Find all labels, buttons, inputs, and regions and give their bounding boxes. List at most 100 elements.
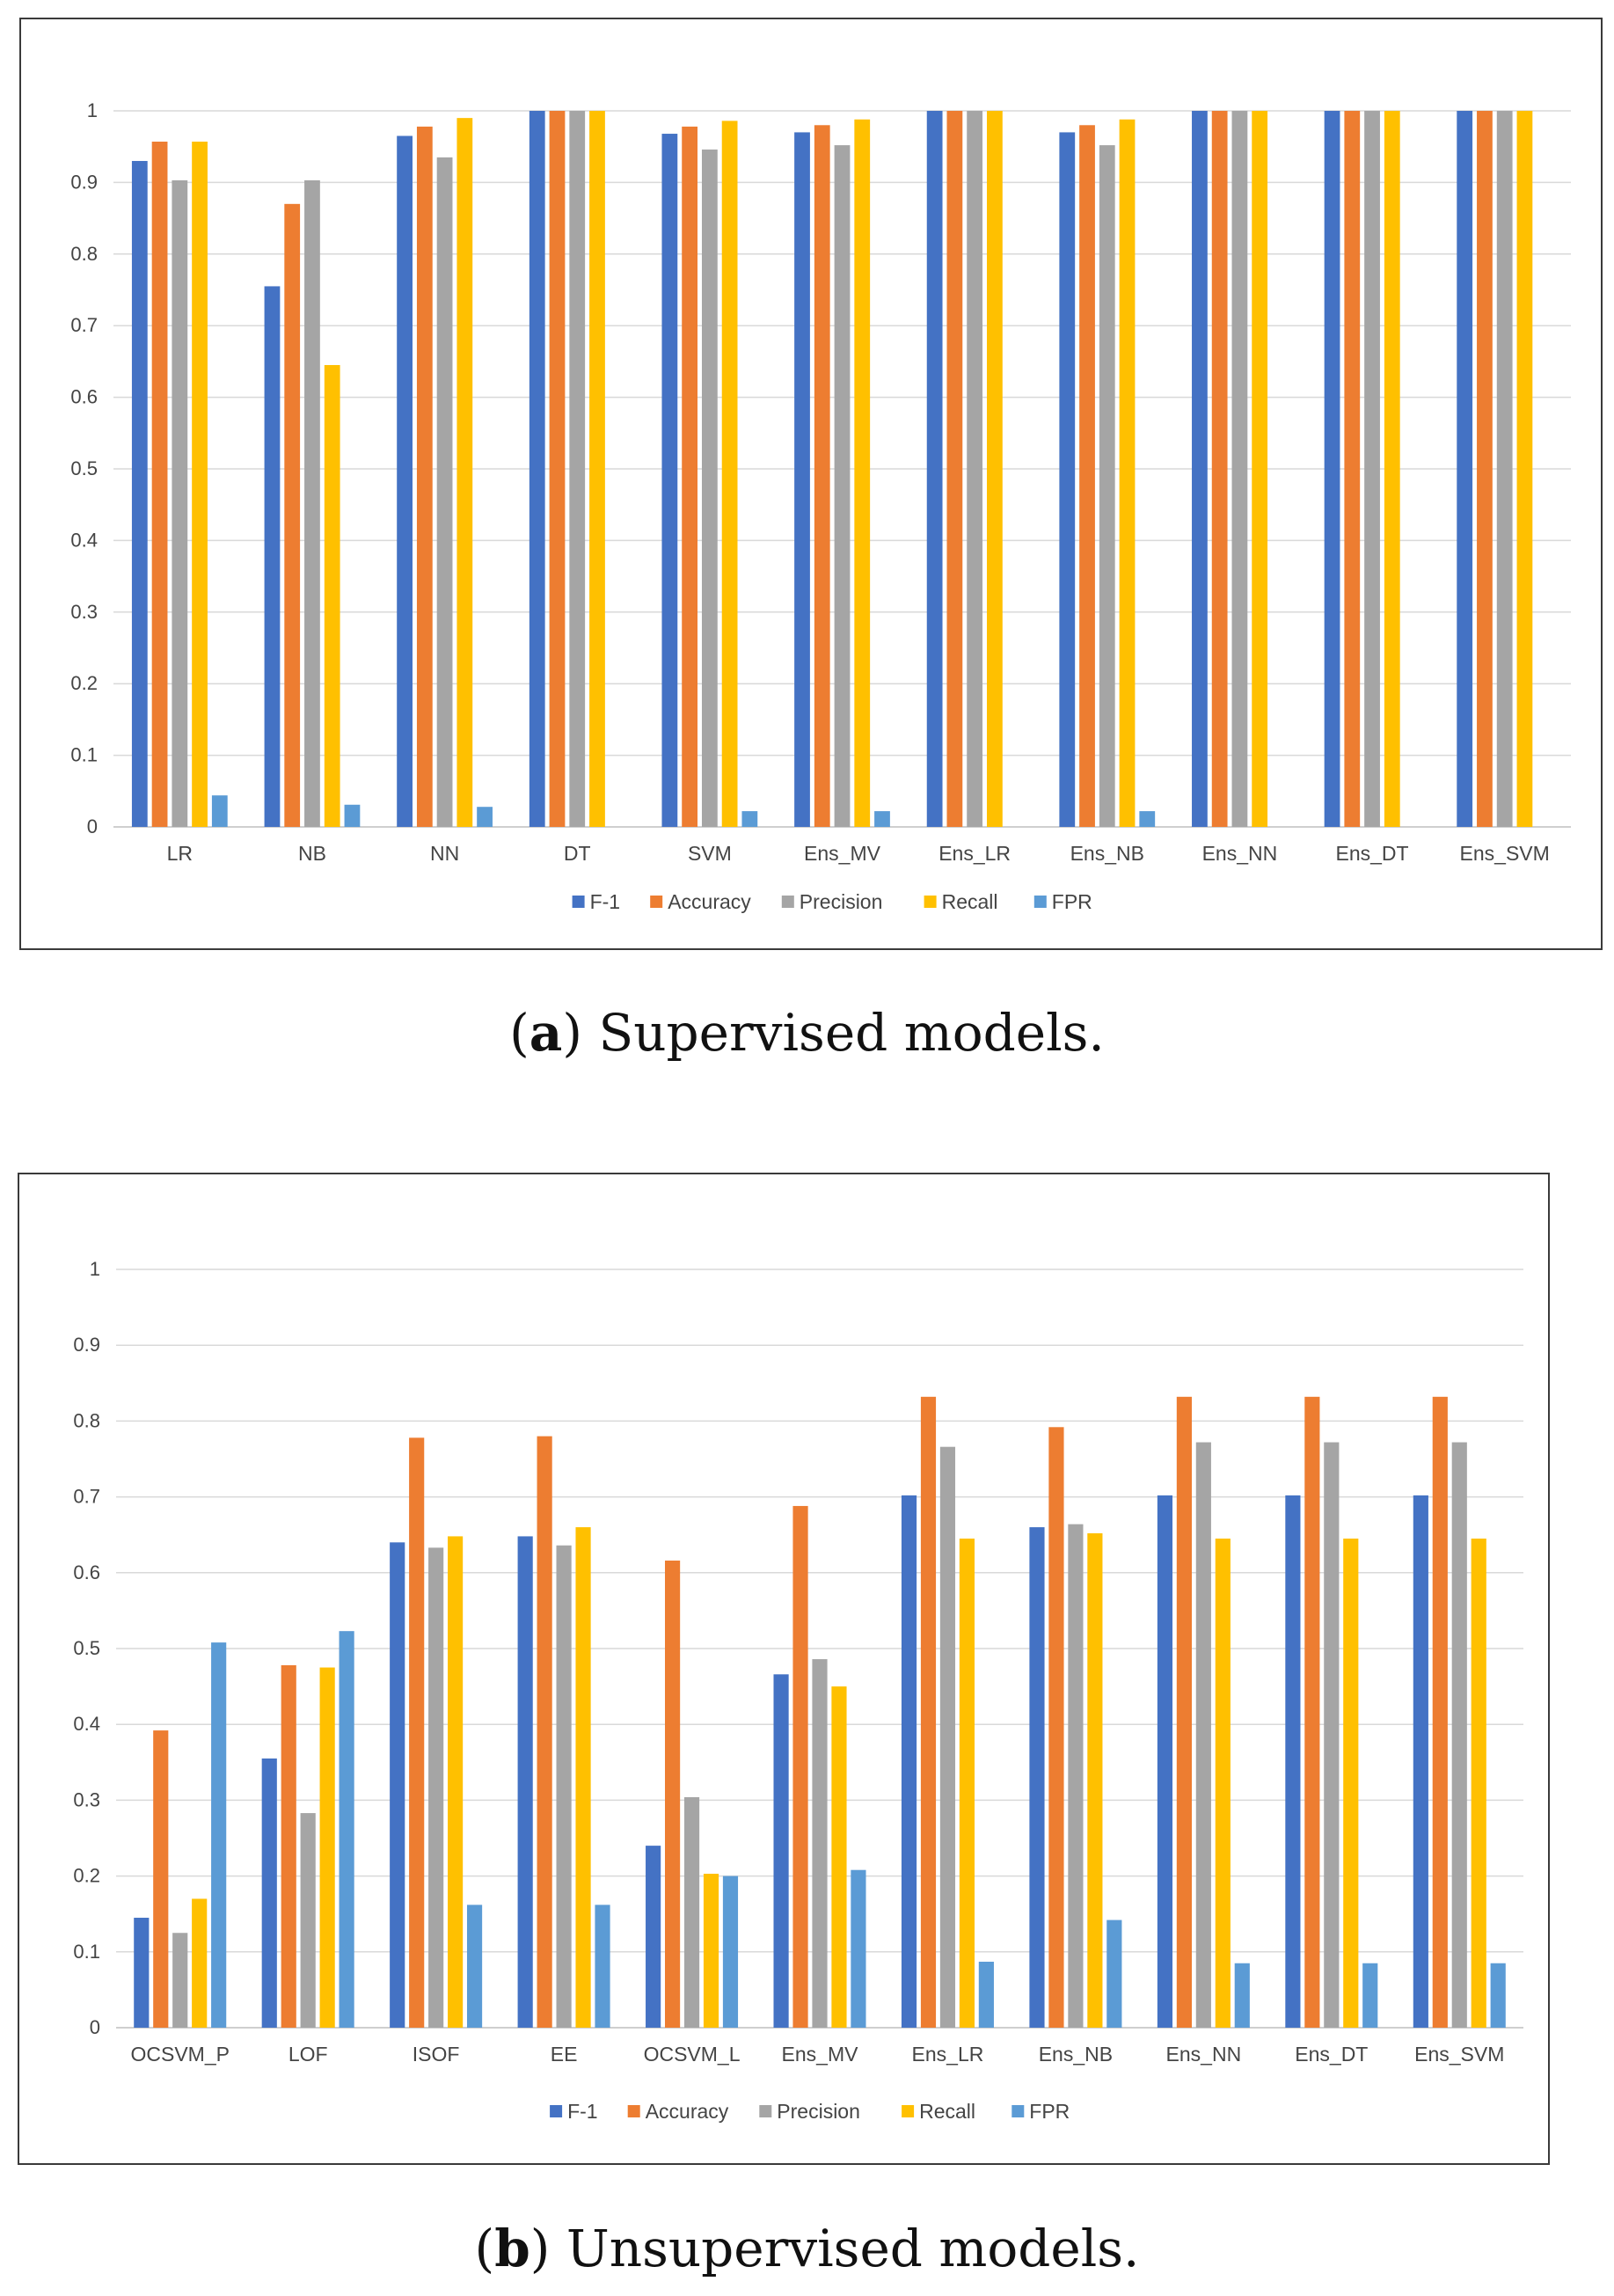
bar-f-1-isof <box>390 1542 405 2028</box>
bar-accuracy-ens-mv <box>814 125 830 827</box>
bar-fpr-isof <box>466 1905 483 2028</box>
bar-precision-ens-dt <box>1324 1442 1340 2028</box>
bar-f-1-lr <box>131 160 148 828</box>
legend-swatch-precision <box>759 2105 772 2117</box>
bar-fpr-ocsvm-l <box>722 1876 739 2028</box>
bar-fpr-ens-mv <box>851 1869 866 2028</box>
bar-f-1-ens-svm <box>1457 111 1473 827</box>
chart-panel-b: 0 0.1 0.2 0.3 0.4 0.5 0.6 0.7 0.8 0.9 1 OCSVM_P LOF I… <box>18 1173 1550 2165</box>
y-tick-label: 0.3 <box>73 1788 100 1810</box>
x-tick-label: Ens_NN <box>1202 842 1278 865</box>
legend-label-fpr: FPR <box>1052 890 1092 913</box>
bar-precision-ens-nb <box>1099 145 1115 827</box>
bar-fpr-lof <box>339 1631 354 2028</box>
bar-f-1-ens-dt <box>1285 1495 1301 2028</box>
bar-fpr-ens-lr <box>978 1962 994 2028</box>
x-tick-label: Ens_MV <box>782 2043 859 2066</box>
bar-accuracy-lr <box>151 142 168 827</box>
bar-f-1-nb <box>264 286 281 827</box>
bar-f-1-ocsvm-l <box>646 1846 661 2028</box>
bar-accuracy-lof <box>281 1664 296 2028</box>
bar-accuracy-ens-mv <box>792 1505 808 2028</box>
bar-f-1-ens-nn <box>1192 111 1208 827</box>
bar-recall-ens-mv <box>854 119 871 827</box>
bar-recall-ens-lr <box>986 111 1003 827</box>
legend-label-recall: Recall <box>942 890 998 913</box>
x-tick-label: Ens_DT <box>1295 2043 1368 2066</box>
y-tick-label: 0.6 <box>73 1561 100 1583</box>
bar-recall-ens-mv <box>831 1686 847 2028</box>
bar-f-1-ens-lr <box>926 111 943 827</box>
legend-label-fpr: FPR <box>1029 2100 1070 2123</box>
bar-fpr-nb <box>344 804 361 827</box>
x-tick-label: SVM <box>688 842 732 865</box>
bar-precision-ens-mv <box>812 1659 828 2028</box>
bar-accuracy-ens-svm <box>1432 1396 1448 2028</box>
x-tick-label: Ens_DT <box>1335 842 1408 865</box>
bar-precision-ens-lr <box>967 111 983 827</box>
bar-recall-svm <box>721 121 738 827</box>
bar-fpr-ens-svm <box>1490 1963 1506 2028</box>
caption-text-b: Unsupervised models. <box>566 2219 1140 2278</box>
y-tick-label: 0.2 <box>70 672 98 694</box>
legend-label-recall: Recall <box>919 2100 975 2123</box>
bar-f-1-svm <box>661 134 678 828</box>
chart-svg-b: 0 0.1 0.2 0.3 0.4 0.5 0.6 0.7 0.8 0.9 1 OCSVM_P LOF I… <box>73 1258 1523 2123</box>
bar-f-1-ens-lr <box>901 1495 917 2028</box>
bar-precision-ens-svm <box>1451 1442 1467 2028</box>
bar-accuracy-ocsvm-l <box>665 1561 681 2028</box>
chart-panel-a: 0 0.1 0.2 0.3 0.4 0.5 0.6 0.7 0.8 0.9 1 LR NB NN DT SVM… <box>19 18 1603 950</box>
y-tick-label: 0.8 <box>73 1409 100 1431</box>
x-tick-label: Ens_SVM <box>1414 2043 1504 2066</box>
bar-recall-lr <box>192 142 208 827</box>
bar-f-1-ens-svm <box>1413 1495 1428 2028</box>
bar-f-1-nn <box>397 135 413 828</box>
bar-precision-isof <box>428 1547 444 2028</box>
x-tick-label: Ens_NB <box>1070 842 1144 865</box>
x-tick-label: OCSVM_L <box>644 2043 741 2066</box>
y-tick-label: 0.2 <box>73 1865 100 1887</box>
bar-f-1-lof <box>261 1758 277 2028</box>
bar-accuracy-ocsvm-p <box>153 1730 169 2028</box>
y-tick-label: 0.9 <box>73 1334 100 1356</box>
y-tick-label: 0.7 <box>70 314 98 336</box>
bar-recall-isof <box>448 1536 464 2028</box>
bar-accuracy-nn <box>416 126 433 828</box>
bar-precision-dt <box>569 111 586 827</box>
bar-fpr-ens-nb <box>1106 1919 1122 2028</box>
legend-label-accuracy: Accuracy <box>646 2100 729 2123</box>
bar-accuracy-ens-nn <box>1176 1396 1192 2028</box>
bar-accuracy-ens-nb <box>1079 125 1095 827</box>
legend-swatch-accuracy <box>650 896 663 908</box>
bar-precision-ocsvm-l <box>683 1796 700 2028</box>
bar-recall-ocsvm-p <box>192 1898 208 2028</box>
y-tick-label: 0.4 <box>70 529 98 551</box>
bar-fpr-ocsvm-p <box>211 1642 227 2028</box>
x-tick-label: LOF <box>288 2043 328 2066</box>
bar-fpr-ens-mv <box>874 811 890 827</box>
x-tick-label: OCSVM_P <box>130 2043 229 2066</box>
bar-fpr-ee <box>595 1905 610 2028</box>
bar-fpr-nn <box>477 807 493 827</box>
bar-precision-ocsvm-p <box>172 1933 188 2028</box>
bar-accuracy-ens-nn <box>1211 111 1228 827</box>
y-tick-label: 0.5 <box>70 457 98 479</box>
bar-precision-ens-lr <box>939 1446 956 2028</box>
y-tick-label: 0.9 <box>70 171 98 193</box>
bar-f-1-ee <box>517 1536 533 2028</box>
bar-fpr-lr <box>211 795 228 827</box>
x-tick-label: Ens_LR <box>912 2043 984 2066</box>
x-tick-label: EE <box>551 2043 578 2066</box>
legend-swatch-f-1 <box>550 2105 563 2117</box>
bar-recall-nb <box>324 364 340 828</box>
y-tick-label: 0.3 <box>70 601 98 623</box>
y-tick-label: 0.6 <box>70 386 98 408</box>
bar-recall-ens-nn <box>1215 1539 1231 2028</box>
x-tick-label: Ens_NB <box>1039 2043 1113 2066</box>
legend-swatch-fpr <box>1011 2105 1025 2117</box>
bar-precision-ens-dt <box>1364 111 1380 827</box>
bar-f-1-ens-mv <box>773 1674 789 2028</box>
x-tick-label: ISOF <box>413 2043 460 2066</box>
y-tick-label: 1 <box>87 99 98 121</box>
bar-precision-nn <box>436 157 453 827</box>
